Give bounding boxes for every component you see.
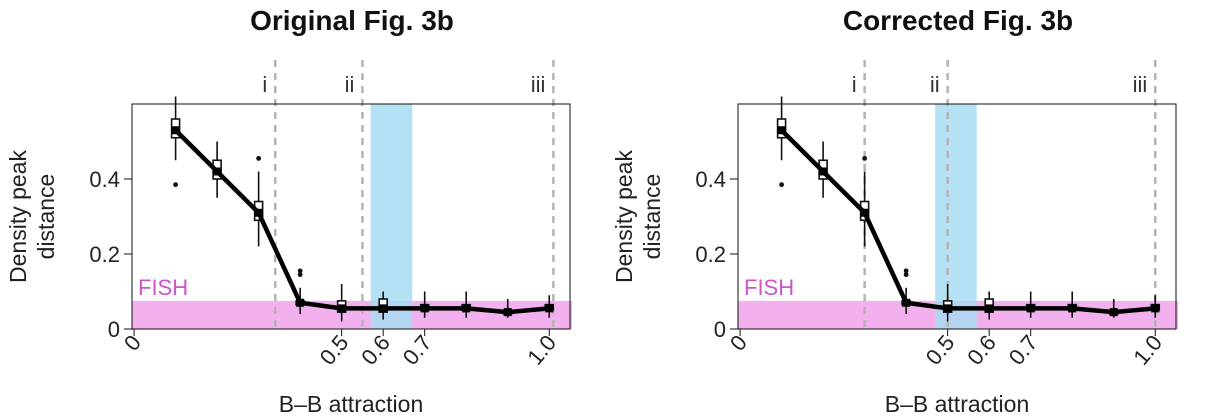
y-axis-label-line1: Density peak — [5, 150, 31, 283]
fish-label: FISH — [138, 275, 188, 300]
median-point — [860, 208, 869, 217]
median-point — [819, 167, 828, 176]
plot-frame — [737, 103, 1177, 330]
y-tick-label: 0.4 — [89, 167, 120, 192]
outlier-point — [903, 272, 909, 278]
median-point — [777, 126, 786, 135]
median-point — [503, 308, 512, 317]
fish-label: FISH — [744, 275, 794, 300]
x-tick-label: 1.0 — [1128, 330, 1167, 370]
chart-panel-corrected: Corrected Fig. 3b FISH i ii iii 0 0.2 0.4 0 0.5 0.… — [606, 0, 1212, 419]
vline-label-i: i — [852, 72, 857, 97]
x-axis-label: B–B attraction — [279, 391, 423, 417]
median-point — [462, 304, 471, 313]
chart-title: Corrected Fig. 3b — [843, 5, 1073, 36]
x-tick-label: 0.5 — [921, 330, 960, 370]
median-point — [902, 298, 911, 307]
x-tick-label: 0.5 — [315, 330, 354, 370]
median-point — [1109, 308, 1118, 317]
x-tick-label: 0.7 — [1004, 330, 1043, 370]
median-point — [1026, 304, 1035, 313]
chart-title: Original Fig. 3b — [250, 5, 454, 36]
outlier-point — [256, 155, 262, 161]
x-tick-label: 0.7 — [398, 330, 437, 370]
x-tick-label: 0.6 — [356, 330, 395, 370]
outlier-point — [862, 155, 868, 161]
y-axis-label-line1: Density peak — [611, 150, 637, 283]
median-point — [1068, 304, 1077, 313]
highlight-band — [370, 104, 413, 329]
chart-panel-original: Original Fig. 3b FISH i ii iii 0 0.2 0.4 0 0.5 0.6… — [5, 5, 572, 417]
y-tick-label: 0 — [108, 317, 120, 342]
outlier-point — [297, 272, 303, 278]
y-axis-label-line2: distance — [33, 174, 59, 260]
x-axis-label: B–B attraction — [885, 391, 1029, 417]
median-point — [545, 304, 554, 313]
highlight-band — [935, 104, 977, 329]
median-point — [420, 304, 429, 313]
vline-label-iii: iii — [531, 72, 546, 97]
median-point — [337, 304, 346, 313]
y-tick-label: 0.2 — [695, 242, 726, 267]
outlier-point — [903, 268, 909, 274]
median-point — [213, 167, 222, 176]
y-tick-label: 0.2 — [89, 242, 120, 267]
vline-label-iii: iii — [1133, 72, 1148, 97]
median-point — [985, 304, 994, 313]
median-point — [943, 304, 952, 313]
outlier-point — [779, 182, 784, 188]
median-line — [174, 128, 550, 315]
outlier-point — [297, 268, 303, 274]
median-point — [171, 126, 180, 135]
x-tick-label: 1.0 — [522, 330, 561, 370]
vline-label-i: i — [262, 72, 267, 97]
outlier-point — [173, 182, 178, 188]
vline-label-ii: ii — [930, 72, 940, 97]
x-tick-label: 0 — [725, 330, 752, 355]
median-line — [780, 128, 1156, 315]
fish-band — [132, 300, 572, 329]
median-point — [379, 304, 388, 313]
y-tick-label: 0.4 — [695, 167, 726, 192]
median-point — [1151, 304, 1160, 313]
y-tick-label: 0 — [714, 317, 726, 342]
x-tick-label: 0.6 — [962, 330, 1001, 370]
median-point — [254, 208, 263, 217]
x-tick-label: 0 — [119, 330, 146, 355]
vline-label-ii: ii — [345, 72, 355, 97]
plot-frame — [131, 103, 571, 330]
y-axis-label-line2: distance — [639, 174, 665, 260]
median-point — [296, 298, 305, 307]
